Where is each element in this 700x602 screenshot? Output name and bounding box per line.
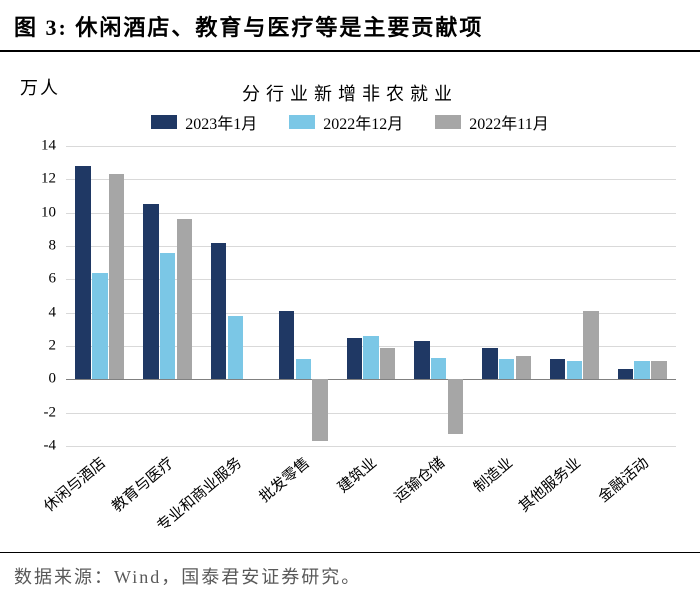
bar xyxy=(431,358,446,380)
grid-line xyxy=(66,146,676,147)
y-tick-label: -4 xyxy=(16,438,56,455)
figure-title: 图 3: 休闲酒店、教育与医疗等是主要贡献项 xyxy=(0,0,700,52)
y-tick-label: 12 xyxy=(16,171,56,188)
bar xyxy=(160,253,175,380)
source-line: 数据来源：Wind，国泰君安证券研究。 xyxy=(0,552,700,595)
legend-swatch xyxy=(435,115,461,129)
y-tick-label: 6 xyxy=(16,271,56,288)
plot-area: -4-202468101214休闲与酒店教育与医疗专业和商业服务批发零售建筑业运… xyxy=(66,146,676,446)
y-tick-label: -2 xyxy=(16,404,56,421)
x-tick-label: 制造业 xyxy=(469,452,517,497)
x-tick-label: 其他服务业 xyxy=(514,452,585,516)
grid-line xyxy=(66,179,676,180)
legend-item: 2023年1月 xyxy=(151,110,257,134)
legend-label: 2022年11月 xyxy=(469,110,548,134)
grid-line xyxy=(66,413,676,414)
y-tick-label: 0 xyxy=(16,371,56,388)
legend-item: 2022年12月 xyxy=(289,110,403,134)
y-tick-label: 2 xyxy=(16,338,56,355)
bar xyxy=(143,204,158,379)
bar xyxy=(380,348,395,380)
bar xyxy=(211,243,226,380)
legend: 2023年1月 2022年12月 2022年11月 xyxy=(0,110,700,134)
bar xyxy=(347,338,362,380)
x-tick-label: 建筑业 xyxy=(333,452,381,497)
legend-swatch xyxy=(289,115,315,129)
bar xyxy=(634,361,649,379)
figure-container: 图 3: 休闲酒店、教育与医疗等是主要贡献项 万人 分行业新增非农就业 2023… xyxy=(0,0,700,602)
y-tick-label: 8 xyxy=(16,238,56,255)
bar xyxy=(177,219,192,379)
bar xyxy=(482,348,497,380)
bar xyxy=(109,174,124,379)
bar xyxy=(499,359,514,379)
y-tick-label: 14 xyxy=(16,138,56,155)
grid-line xyxy=(66,446,676,447)
bar xyxy=(312,379,327,441)
legend-item: 2022年11月 xyxy=(435,110,548,134)
bar xyxy=(363,336,378,379)
bar xyxy=(296,359,311,379)
y-tick-label: 10 xyxy=(16,204,56,221)
bar xyxy=(618,369,633,379)
legend-swatch xyxy=(151,115,177,129)
x-tick-label: 批发零售 xyxy=(254,452,313,507)
bar xyxy=(583,311,598,379)
source-text: Wind，国泰君安证券研究。 xyxy=(114,567,361,587)
title-text: 休闲酒店、教育与医疗等是主要贡献项 xyxy=(75,15,483,40)
chart-subtitle: 分行业新增非农就业 xyxy=(0,80,700,106)
bar xyxy=(92,273,107,380)
source-label: 数据来源： xyxy=(14,567,114,587)
bar xyxy=(567,361,582,379)
legend-label: 2023年1月 xyxy=(185,110,257,134)
bar xyxy=(516,356,531,379)
bar xyxy=(448,379,463,434)
bar xyxy=(279,311,294,379)
bar xyxy=(75,166,90,379)
bar xyxy=(414,341,429,379)
chart-area: 万人 分行业新增非农就业 2023年1月 2022年12月 2022年11月 -… xyxy=(0,52,700,552)
x-tick-label: 休闲与酒店 xyxy=(39,452,110,516)
legend-label: 2022年12月 xyxy=(323,110,403,134)
axis-zero-line xyxy=(66,379,676,380)
bar xyxy=(651,361,666,379)
bar xyxy=(228,316,243,379)
x-tick-label: 运输仓储 xyxy=(389,452,448,507)
bar xyxy=(550,359,565,379)
title-prefix: 图 3: xyxy=(14,15,68,40)
x-tick-label: 金融活动 xyxy=(593,452,652,507)
y-tick-label: 4 xyxy=(16,304,56,321)
